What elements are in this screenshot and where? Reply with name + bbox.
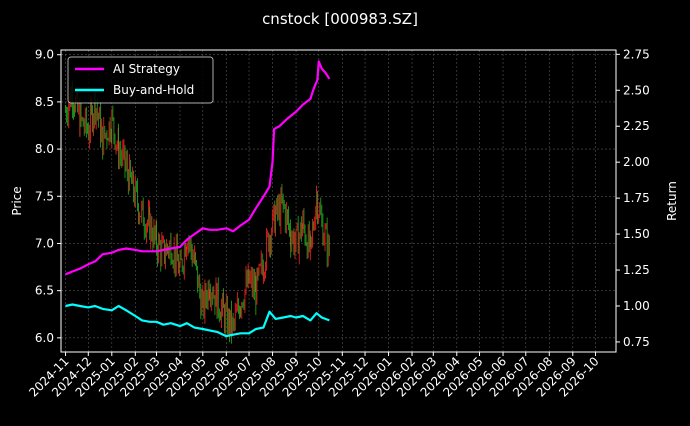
y-axis-right-ticks: 0.75 1.00 1.25 1.50 1.75 2.00 2.25 2.50 2.75 <box>616 47 650 349</box>
legend-label-buy-and-hold: Buy-and-Hold <box>113 83 194 97</box>
y-right-tick-label: 2.25 <box>623 119 650 133</box>
y-right-tick-label: 1.00 <box>623 299 650 313</box>
plot-frame <box>60 49 617 353</box>
y-axis-left-label: Price <box>10 186 24 215</box>
price-candles <box>65 81 330 344</box>
series-line-buy-and-hold <box>65 303 330 338</box>
legend-box <box>67 56 214 104</box>
chart-title: cnstock [000983.SZ] <box>262 10 418 28</box>
legend: AI Strategy Buy-and-Hold <box>67 56 214 104</box>
y-right-tick-label: 0.75 <box>623 335 650 349</box>
series-line-ai-strategy <box>65 60 331 276</box>
y-left-tick-label: 7.0 <box>35 236 54 250</box>
y-right-tick-label: 1.75 <box>623 191 650 205</box>
grid <box>61 50 616 352</box>
y-left-tick-label: 9.0 <box>35 48 54 62</box>
y-left-tick-label: 6.5 <box>35 284 54 298</box>
y-right-tick-label: 2.75 <box>623 47 650 61</box>
y-axis-left-ticks: 6.0 6.5 7.0 7.5 8.0 8.5 9.0 <box>35 48 61 345</box>
y-right-tick-label: 2.00 <box>623 155 650 169</box>
y-right-tick-label: 1.50 <box>623 227 650 241</box>
y-left-tick-label: 7.5 <box>35 189 54 203</box>
y-right-tick-label: 1.25 <box>623 263 650 277</box>
y-left-tick-label: 8.0 <box>35 142 54 156</box>
x-axis-ticks: 2024-112024-122025-012025-022025-032025-… <box>26 352 602 400</box>
y-left-tick-label: 6.0 <box>35 331 54 345</box>
y-right-tick-label: 2.50 <box>623 83 650 97</box>
y-axis-right-label: Return <box>665 181 679 221</box>
series-lines <box>65 60 331 338</box>
y-left-tick-label: 8.5 <box>35 95 54 109</box>
legend-label-ai-strategy: AI Strategy <box>113 62 180 76</box>
